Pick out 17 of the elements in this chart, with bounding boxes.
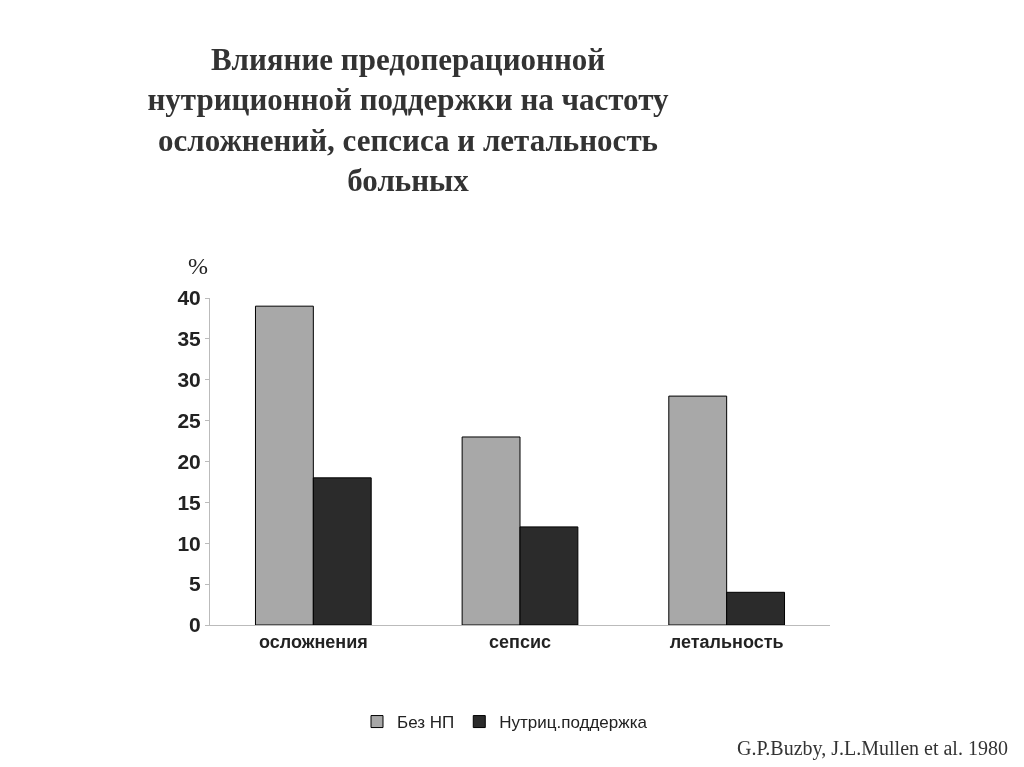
y-tick-label: 15 [177, 490, 202, 514]
y-tick-label: 30 [177, 368, 201, 392]
y-tick-label: 10 [177, 531, 201, 555]
text: G.P.Buzby, J.L.Mullen et al. 1980 [737, 737, 1008, 760]
y-tick-label: 25 [177, 408, 202, 432]
chart-title: Влияние предоперационной нутриционной поддержки на частоту осложнений, сепсиса и летальность больных [147, 42, 669, 198]
y-tick-label: 0 [189, 613, 201, 637]
y-axis-title: % [188, 253, 208, 279]
y-tick-label: 40 [177, 286, 201, 310]
x-tick-label: сепсис [489, 631, 551, 652]
y-tick-label: 35 [177, 327, 202, 351]
legend-label: Без НП [397, 713, 455, 733]
legend-label: Нутриц.поддержка [499, 713, 648, 733]
y-tick-label: 5 [189, 572, 202, 596]
y-tick-label: 20 [177, 449, 201, 473]
x-tick-label: летальность [669, 631, 784, 652]
x-tick-label: осложнения [258, 631, 368, 652]
